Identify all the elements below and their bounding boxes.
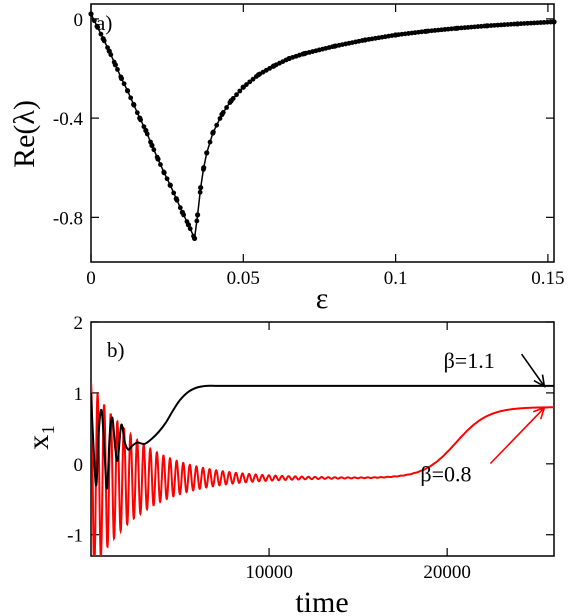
panel-a-label: a) xyxy=(96,11,112,35)
x-tick-label: 20000 xyxy=(423,562,471,583)
marker xyxy=(201,165,207,171)
marker xyxy=(155,156,161,162)
marker xyxy=(161,170,167,176)
marker xyxy=(124,88,131,94)
y-tick-label: -0.4 xyxy=(53,109,84,130)
marker xyxy=(179,209,185,215)
panel-a-ticks: 0 0.05 0.1 0.15 0 -0.4 -0.8 xyxy=(53,4,565,289)
marker xyxy=(228,98,234,104)
y-tick-label: 0 xyxy=(74,455,84,476)
marker xyxy=(214,122,220,128)
marker xyxy=(128,95,134,101)
marker xyxy=(173,196,179,202)
panel-a-ylabel: Re(λ) xyxy=(8,100,41,168)
marker xyxy=(271,63,277,69)
marker xyxy=(121,81,127,87)
marker xyxy=(210,130,216,136)
marker xyxy=(191,235,198,242)
marker xyxy=(141,124,147,130)
marker xyxy=(393,32,399,38)
marker xyxy=(177,205,183,211)
marker xyxy=(255,72,262,78)
marker xyxy=(198,184,204,191)
marker xyxy=(94,23,100,29)
marker xyxy=(237,88,243,94)
marker xyxy=(134,110,140,116)
marker xyxy=(149,142,155,148)
marker xyxy=(332,43,338,49)
panel-a: 0 0.05 0.1 0.15 0 -0.4 -0.8 a) ε Re(λ) xyxy=(8,3,565,315)
x-tick-label: 0.1 xyxy=(384,268,408,289)
marker xyxy=(197,189,203,195)
marker xyxy=(362,37,368,43)
panel-b: 10000 20000 -1 0 1 2 b) time x₁ β=1.1 β=0.8 xyxy=(22,313,555,616)
panel-b-xlabel: time xyxy=(295,586,348,616)
marker xyxy=(217,116,223,121)
marker xyxy=(98,31,104,37)
marker xyxy=(88,11,94,17)
marker xyxy=(137,115,143,121)
marker xyxy=(301,51,307,57)
x-tick-label: 0.15 xyxy=(531,268,564,289)
arrow-beta-1.1 xyxy=(520,353,546,388)
marker xyxy=(100,36,106,42)
panel-b-label: b) xyxy=(107,338,125,362)
annotation-beta-1.1: β=1.1 xyxy=(444,348,495,373)
series-beta-0.8-line xyxy=(91,382,554,556)
marker xyxy=(207,139,213,145)
marker xyxy=(106,48,112,54)
marker xyxy=(250,76,256,82)
x-tick-label: 0 xyxy=(86,268,96,289)
panel-b-frame xyxy=(90,321,555,557)
y-tick-label: -0.8 xyxy=(53,208,83,229)
marker xyxy=(131,101,137,108)
marker xyxy=(551,19,557,25)
marker xyxy=(151,147,157,153)
arrow-beta-0.8 xyxy=(489,406,546,465)
panel-a-xlabel: ε xyxy=(316,282,329,315)
marker xyxy=(195,212,201,218)
x-tick-label: 0.05 xyxy=(227,268,260,289)
marker xyxy=(143,127,149,134)
annotation-beta-0.8: β=0.8 xyxy=(420,462,471,487)
marker xyxy=(234,92,239,98)
marker xyxy=(219,111,225,117)
panel-a-markers xyxy=(88,11,557,242)
marker xyxy=(286,55,292,62)
marker xyxy=(247,79,253,85)
marker xyxy=(514,21,521,27)
series-beta-1.1-line xyxy=(91,384,554,490)
marker xyxy=(204,150,210,156)
y-tick-label: -1 xyxy=(67,526,83,547)
marker xyxy=(171,190,177,196)
marker xyxy=(115,67,120,72)
marker xyxy=(164,176,170,182)
marker xyxy=(112,62,118,68)
marker xyxy=(91,18,97,24)
panel-b-ticks: 10000 20000 -1 0 1 2 xyxy=(67,313,554,583)
y-tick-label: 2 xyxy=(74,313,84,334)
marker xyxy=(224,105,229,110)
marker xyxy=(158,162,163,167)
x-tick-label: 10000 xyxy=(245,562,293,583)
panel-b-ylabel: x₁ xyxy=(22,424,55,449)
panel-b-annotations: β=1.1 β=0.8 xyxy=(420,348,546,487)
panel-a-frame xyxy=(90,3,555,263)
marker xyxy=(240,84,246,90)
marker xyxy=(484,23,490,29)
y-tick-label: 0 xyxy=(74,10,84,31)
marker xyxy=(423,28,429,34)
marker xyxy=(187,226,193,232)
marker xyxy=(194,218,200,224)
y-tick-label: 1 xyxy=(74,384,84,405)
marker xyxy=(185,222,192,228)
marker xyxy=(118,75,125,82)
marker xyxy=(167,182,173,188)
marker xyxy=(453,25,460,31)
